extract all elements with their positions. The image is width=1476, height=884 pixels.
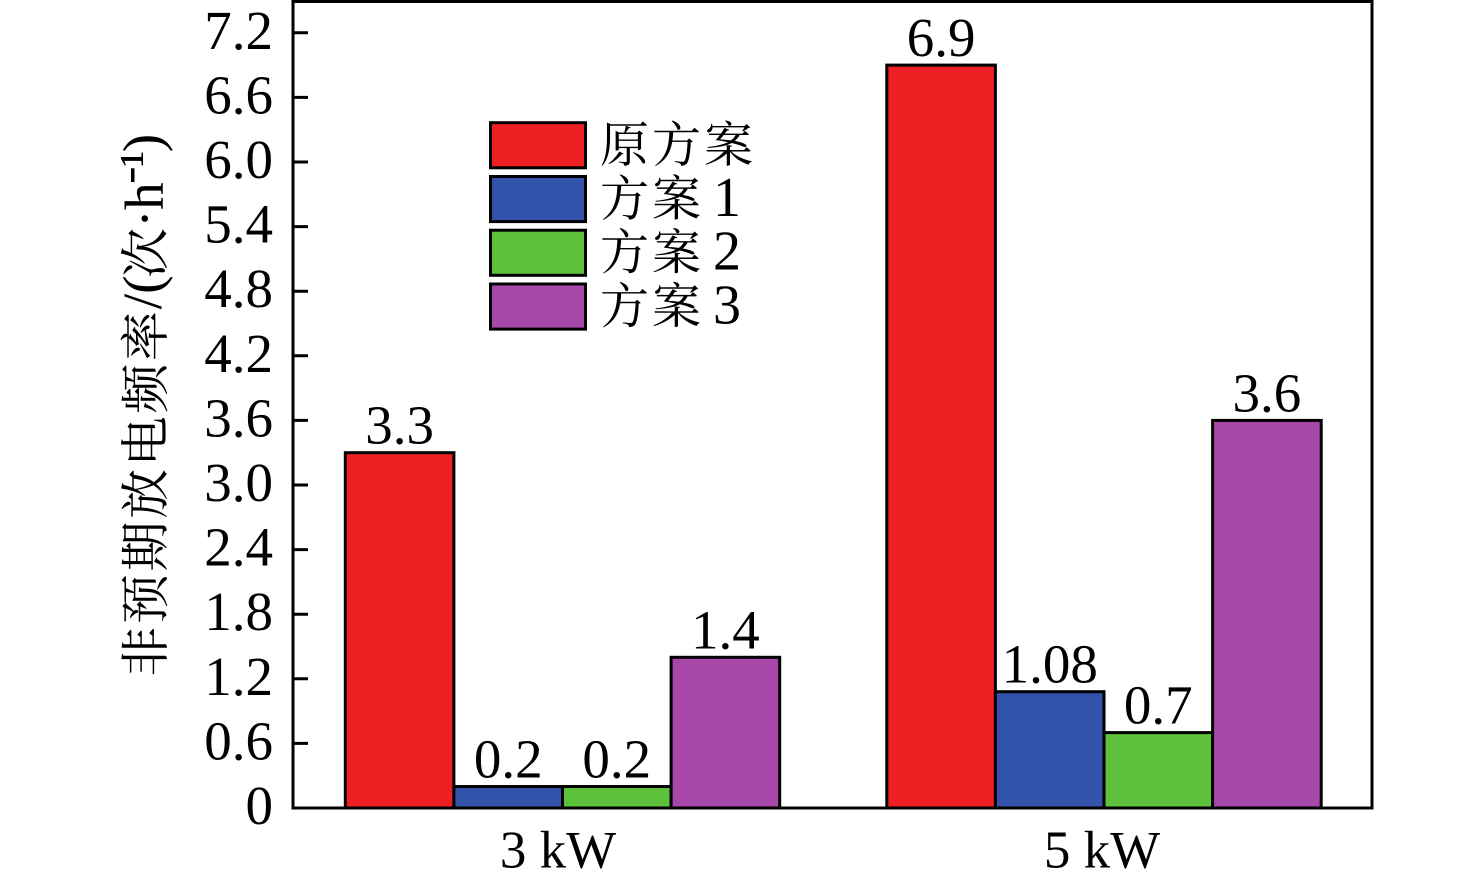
svg-text:3: 3 bbox=[713, 274, 741, 336]
svg-text:3 kW: 3 kW bbox=[500, 821, 616, 879]
svg-text:6.9: 6.9 bbox=[907, 7, 976, 68]
svg-text:0.2: 0.2 bbox=[582, 729, 651, 790]
svg-text:¹: ¹ bbox=[110, 150, 171, 167]
svg-text:1: 1 bbox=[713, 167, 741, 229]
svg-text:1.4: 1.4 bbox=[691, 599, 760, 660]
svg-text:0.2: 0.2 bbox=[474, 729, 543, 790]
svg-text:6.0: 6.0 bbox=[204, 129, 273, 190]
svg-text:2: 2 bbox=[713, 221, 741, 283]
svg-text:5 kW: 5 kW bbox=[1044, 821, 1160, 879]
svg-text:): ) bbox=[113, 134, 174, 152]
svg-text:1.8: 1.8 bbox=[204, 581, 273, 642]
svg-text:2.4: 2.4 bbox=[204, 517, 273, 578]
svg-text:/(: /( bbox=[113, 275, 174, 309]
svg-text:6.6: 6.6 bbox=[204, 64, 273, 125]
svg-text:1.2: 1.2 bbox=[204, 646, 273, 707]
svg-text:0.7: 0.7 bbox=[1124, 675, 1193, 736]
svg-text:7.2: 7.2 bbox=[204, 0, 273, 61]
svg-text:1.08: 1.08 bbox=[1002, 634, 1098, 695]
svg-text:3.6: 3.6 bbox=[1233, 362, 1302, 423]
svg-text:5.4: 5.4 bbox=[204, 194, 273, 255]
svg-text:0: 0 bbox=[246, 775, 274, 836]
svg-text:h: h bbox=[115, 182, 176, 210]
svg-text:3.0: 3.0 bbox=[204, 452, 273, 513]
svg-text:3.6: 3.6 bbox=[204, 387, 273, 448]
svg-text:3.3: 3.3 bbox=[365, 395, 434, 456]
svg-text:4.2: 4.2 bbox=[204, 323, 273, 384]
svg-text:0.6: 0.6 bbox=[204, 710, 273, 771]
svg-text:·: · bbox=[115, 209, 176, 227]
svg-text:4.8: 4.8 bbox=[204, 258, 273, 319]
